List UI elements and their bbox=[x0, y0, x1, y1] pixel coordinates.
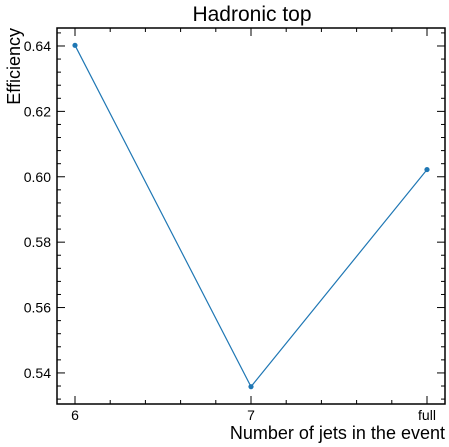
tick-labels: 0.54 0.56 0.58 0.60 0.62 0.64 6 7 full bbox=[24, 38, 436, 423]
x-tick-label: 7 bbox=[247, 407, 255, 423]
series-layer bbox=[72, 42, 430, 390]
y-tick-label: 0.58 bbox=[24, 234, 51, 250]
y-axis-label: Efficiency bbox=[4, 28, 24, 105]
y-tick-label: 0.64 bbox=[24, 38, 51, 54]
chart-title: Hadronic top bbox=[192, 3, 311, 26]
series-line bbox=[74, 45, 428, 388]
y-tick-label: 0.60 bbox=[24, 169, 51, 185]
axis-ticks bbox=[57, 28, 445, 404]
x-axis-label: Number of jets in the event bbox=[230, 423, 445, 443]
data-point bbox=[248, 384, 254, 390]
y-tick-label: 0.54 bbox=[24, 365, 51, 381]
x-tick-label: 6 bbox=[71, 407, 79, 423]
data-point bbox=[424, 166, 430, 173]
y-tick-label: 0.56 bbox=[24, 300, 51, 316]
plot-frame bbox=[56, 27, 446, 405]
y-tick-label: 0.62 bbox=[24, 103, 51, 119]
data-point bbox=[72, 42, 78, 48]
x-tick-label: full bbox=[418, 407, 436, 423]
